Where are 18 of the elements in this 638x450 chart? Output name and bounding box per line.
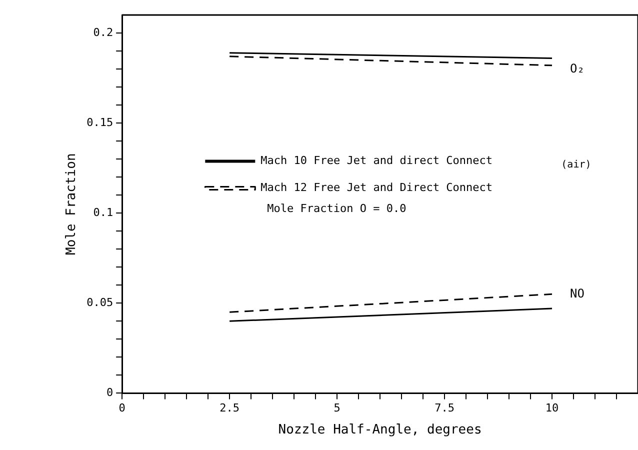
x-tick-label: 0 — [118, 402, 126, 415]
y-tick-label: 0.2 — [93, 26, 114, 39]
legend-label: Mach 10 Free Jet and direct Connect — [260, 154, 492, 168]
y-axis-title: Mole Fraction — [64, 153, 80, 255]
legend-label: Mach 12 Free Jet and Direct Connect — [260, 181, 492, 194]
annotation: (air) — [561, 160, 592, 171]
y-tick-label: 0 — [106, 386, 114, 400]
annotation: O₂ — [570, 62, 584, 76]
y-tick-label: 0.05 — [86, 296, 114, 310]
y-tick-label: 0.15 — [86, 116, 114, 129]
x-tick-label: 2.5 — [220, 402, 240, 415]
y-tick-label: 0.1 — [93, 206, 114, 219]
x-axis-title: Nozzle Half-Angle, degrees — [278, 422, 482, 438]
x-tick-label: 5 — [334, 402, 340, 415]
annotation: NO — [570, 286, 584, 300]
x-tick-label: 7.5 — [434, 402, 454, 415]
x-tick-label: 10 — [545, 402, 559, 415]
annotation: Mole Fraction O = 0.0 — [267, 202, 406, 216]
